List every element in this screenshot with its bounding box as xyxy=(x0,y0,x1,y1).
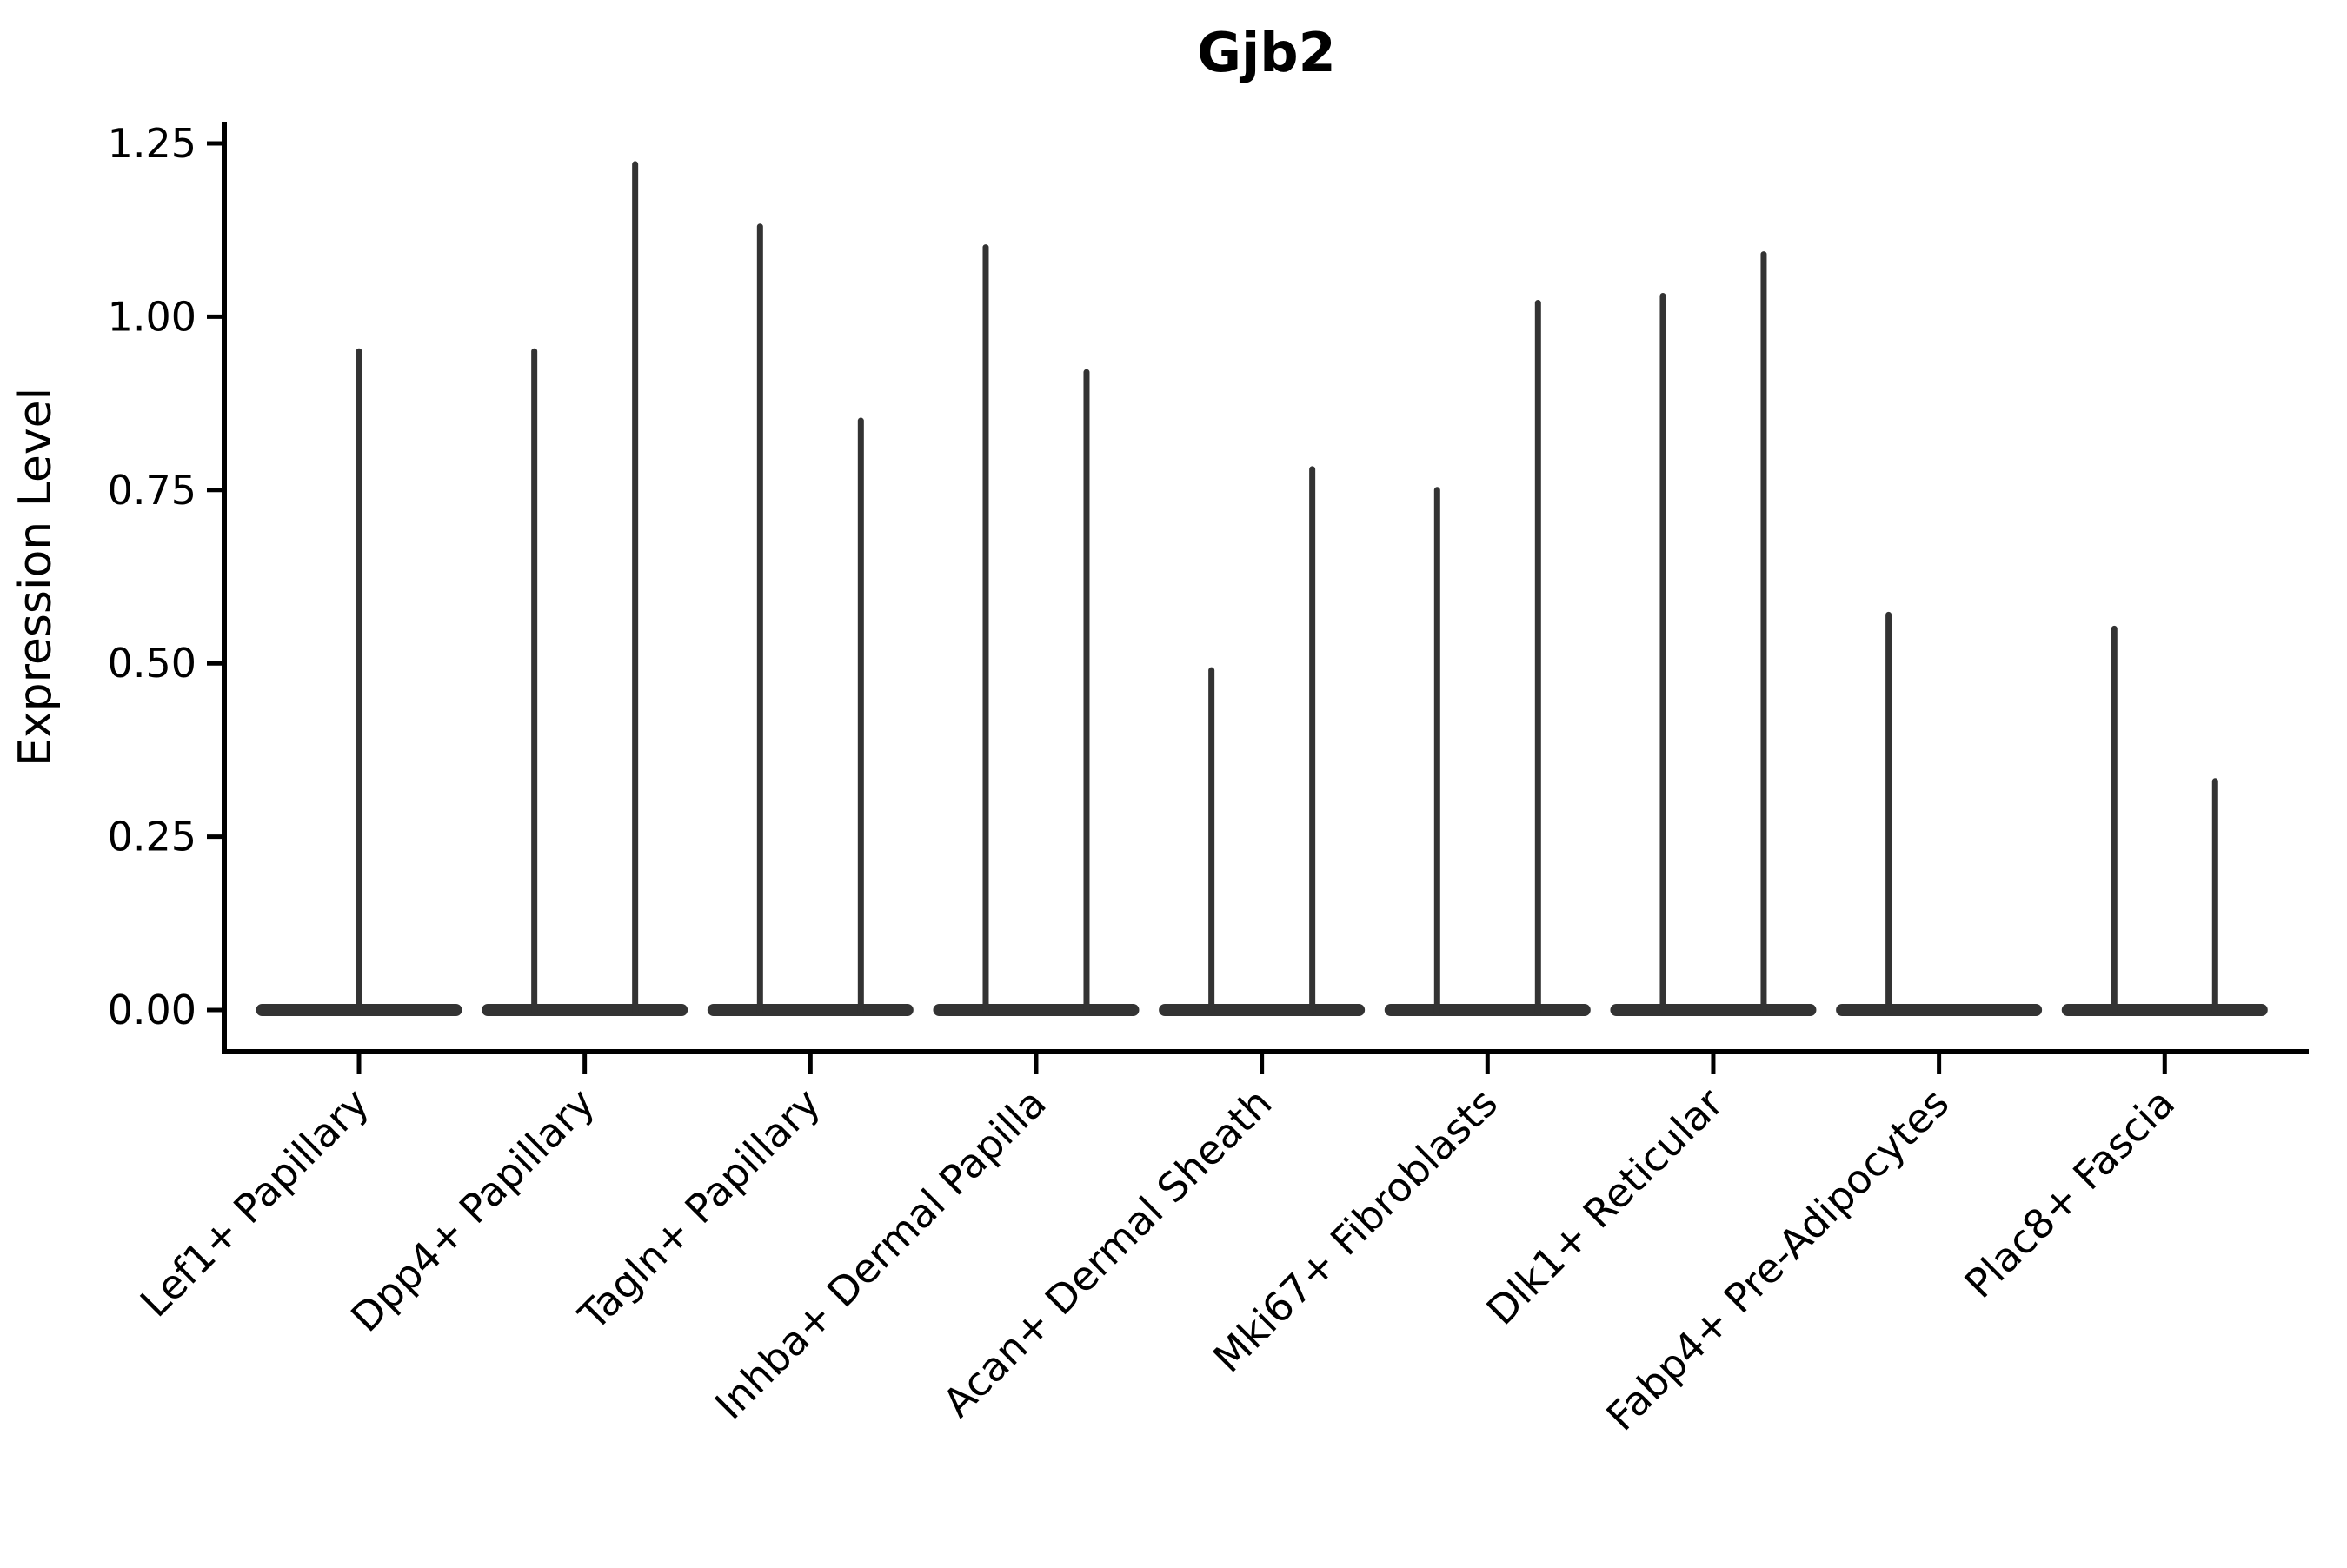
y-tick-label: 0.25 xyxy=(108,814,196,860)
x-tick-label: Lef1+ Papillary xyxy=(131,1080,378,1326)
y-tick-label: 1.25 xyxy=(108,120,196,167)
violin-body xyxy=(1384,1004,1591,1016)
violin-body xyxy=(2061,1004,2268,1016)
y-tick-label: 1.00 xyxy=(108,293,196,340)
y-tick-label: 0.50 xyxy=(108,640,196,687)
violin-body xyxy=(933,1004,1140,1016)
violin-body xyxy=(1610,1004,1817,1016)
x-tick-label: Dlk1+ Reticular xyxy=(1478,1080,1732,1334)
y-tick-label: 0.00 xyxy=(108,987,196,1033)
violin-body xyxy=(482,1004,688,1016)
x-tick-label: Dpp4+ Papillary xyxy=(342,1080,603,1341)
violin-body xyxy=(1159,1004,1366,1016)
chart-title: Gjb2 xyxy=(1197,21,1336,84)
x-tick-label: Plac8+ Fascia xyxy=(1956,1080,2184,1307)
violin-body xyxy=(707,1004,914,1016)
y-axis-label: Expression Level xyxy=(10,388,62,767)
y-tick-label: 0.75 xyxy=(108,467,196,514)
x-tick-label: Tagln+ Papillary xyxy=(568,1080,829,1340)
violin-body xyxy=(1836,1004,2043,1016)
